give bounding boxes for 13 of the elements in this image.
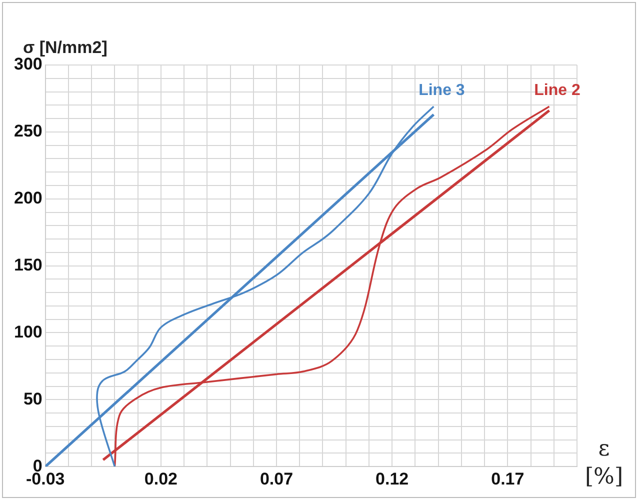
x-tick-label: 0.02 <box>144 469 178 488</box>
x-tick-label: 0.17 <box>491 469 524 488</box>
y-tick-label: 50 <box>23 389 42 408</box>
y-tick-label: 150 <box>14 255 42 274</box>
y-tick-label: 250 <box>14 122 42 141</box>
x-axis-title: ε [%] <box>584 436 624 490</box>
y-tick-label: 100 <box>14 322 42 342</box>
y-axis-title: σ [N/mm2] <box>23 38 108 58</box>
series-label: Line 2 <box>534 82 580 99</box>
series-label: Line 3 <box>418 82 465 99</box>
x-tick-label: 0.07 <box>260 469 294 488</box>
y-tick-label: 200 <box>14 188 42 208</box>
x-tick-label: 0.12 <box>376 469 409 488</box>
